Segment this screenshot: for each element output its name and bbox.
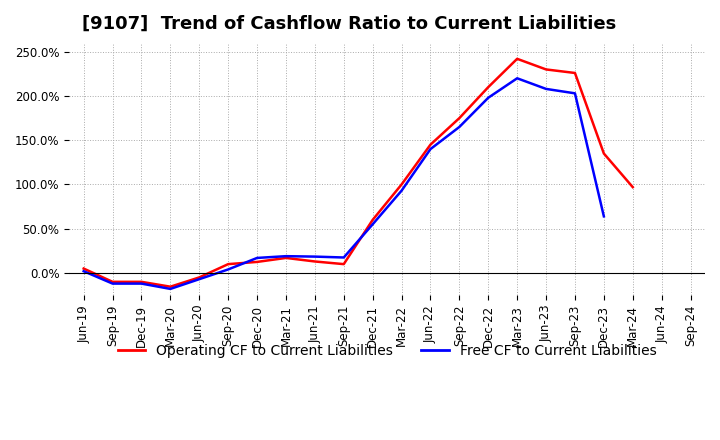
Text: [9107]  Trend of Cashflow Ratio to Current Liabilities: [9107] Trend of Cashflow Ratio to Curren… [82,15,616,33]
Legend: Operating CF to Current Liabilities, Free CF to Current Liabilities: Operating CF to Current Liabilities, Fre… [112,339,662,364]
